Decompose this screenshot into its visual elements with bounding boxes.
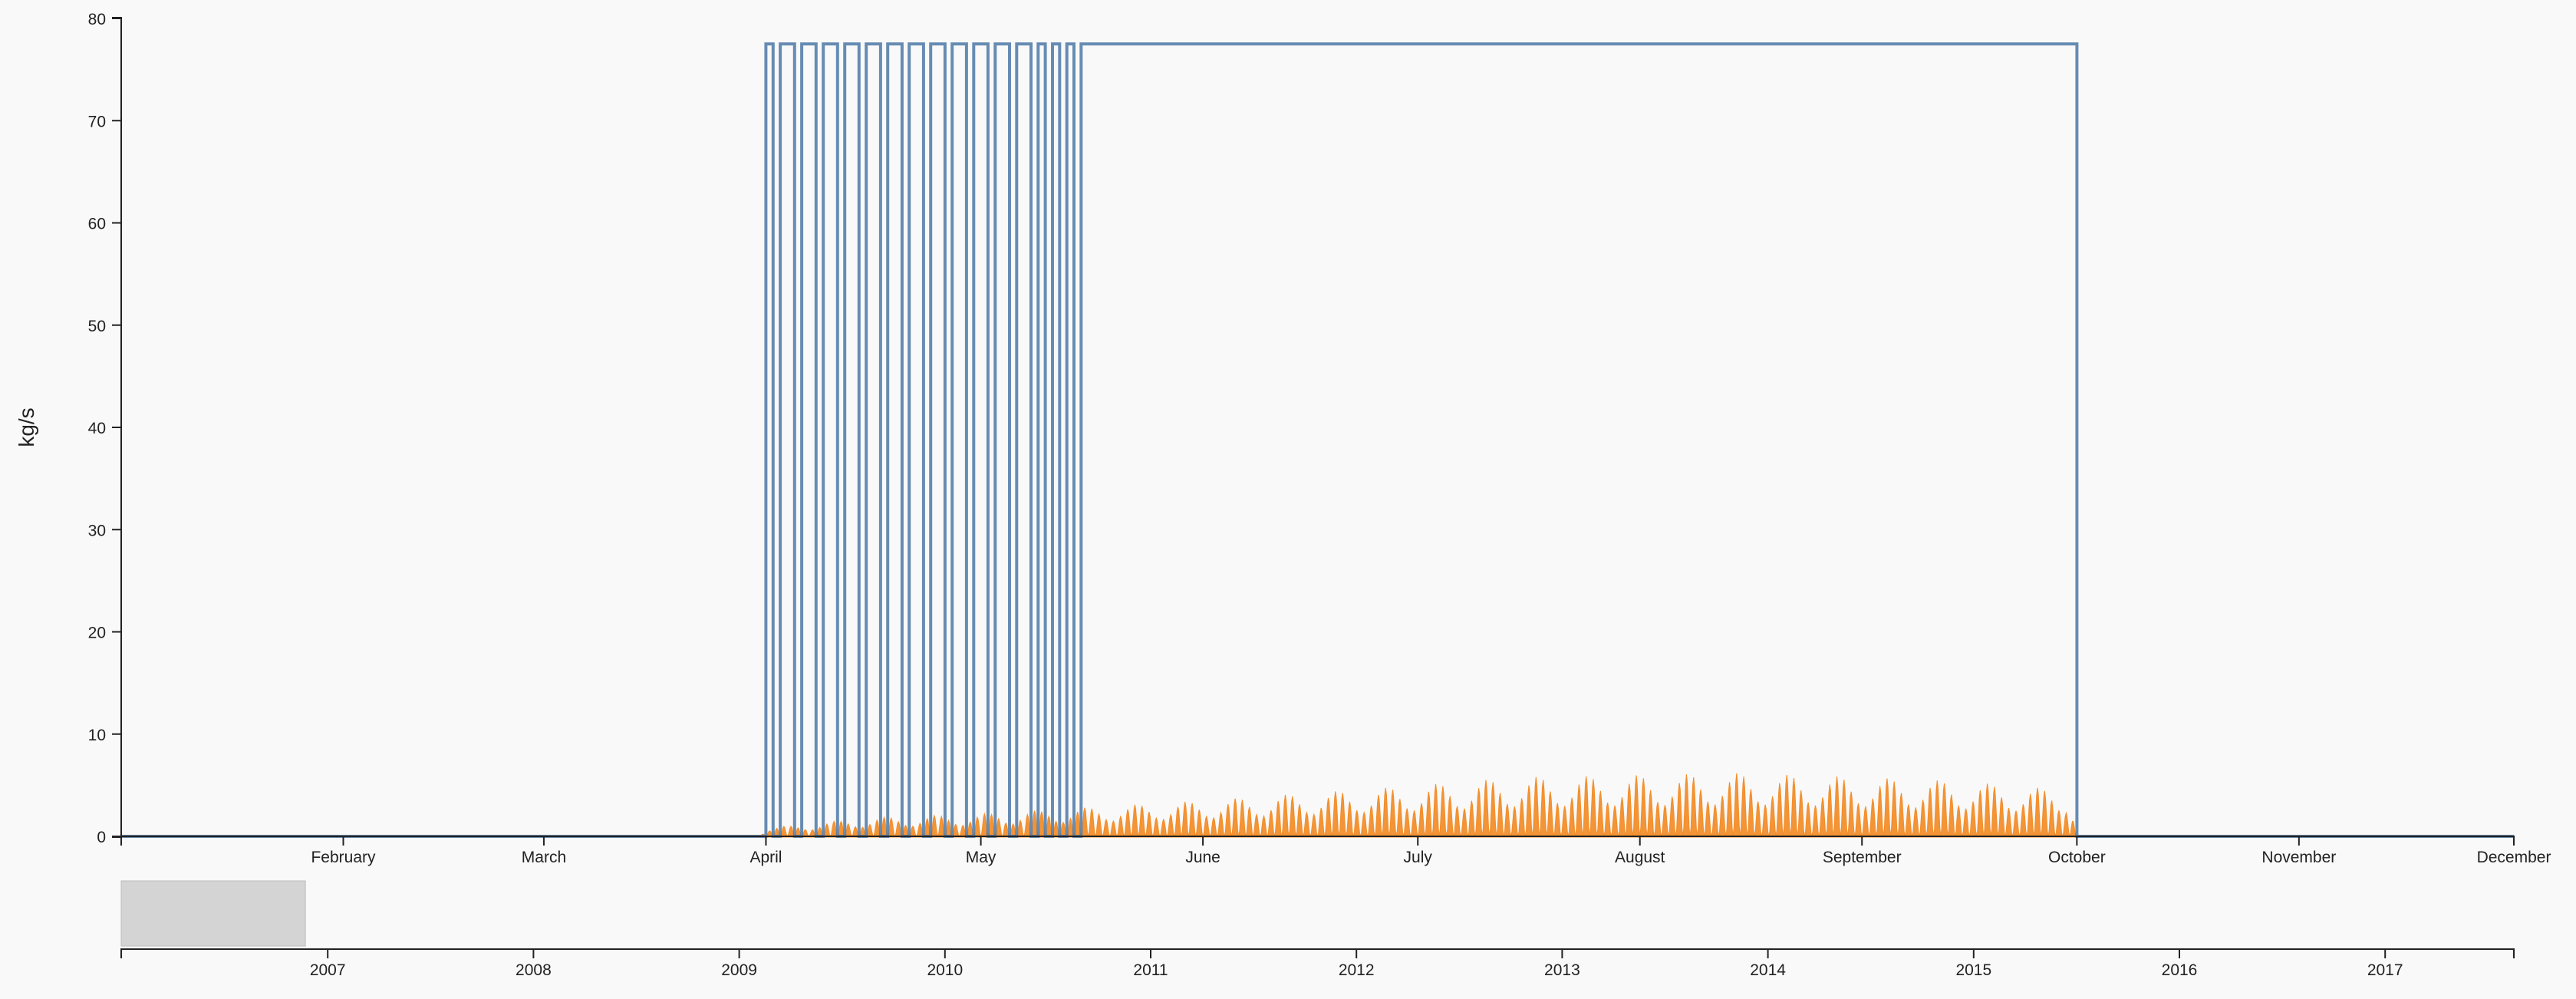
x-tick-label: December	[2477, 849, 2551, 866]
brush-selection[interactable]	[120, 880, 306, 947]
y-tick-label: 20	[88, 625, 106, 642]
x-tick-label: August	[1615, 849, 1665, 866]
plot-marks	[121, 42, 2514, 838]
y-axis: 0 10 20 30 40 50 60 70 80	[88, 11, 122, 846]
context-tick-label: 2010	[927, 961, 963, 979]
x-tick-label: June	[1185, 849, 1220, 866]
context-tick-label: 2017	[2367, 961, 2403, 979]
context-tick-label: 2008	[516, 961, 552, 979]
x-tick-label: May	[966, 849, 996, 866]
context-tick-label: 2011	[1133, 961, 1168, 979]
context-tick-label: 2012	[1339, 961, 1375, 979]
context-tick-label: 2016	[2162, 961, 2198, 979]
x-axis: February March April May June July August Septe…	[120, 836, 2551, 866]
context-x-axis: 2007 2008 2009 2010 2011 2012 2013 2014 2015 2016…	[120, 948, 2515, 979]
y-tick-label: 10	[88, 727, 106, 744]
series-orange-area	[121, 773, 2514, 838]
series-blue-line	[121, 42, 2514, 838]
x-tick-label: September	[1823, 849, 1902, 866]
main-chart: 0 10 20 30 40 50 60 70 80 February March April May J…	[15, 11, 2551, 866]
context-tick-label: 2007	[310, 961, 346, 979]
x-tick-label: April	[749, 849, 782, 866]
y-tick-label: 80	[88, 11, 106, 28]
y-tick-label: 50	[88, 318, 106, 335]
y-tick-label: 40	[88, 420, 106, 437]
context-tick-label: 2009	[721, 961, 757, 979]
y-tick-label: 60	[88, 216, 106, 233]
x-tick-label: July	[1404, 849, 1433, 866]
x-tick-label: March	[522, 849, 566, 866]
x-tick-label: October	[2048, 849, 2106, 866]
context-tick-label: 2015	[1955, 961, 1991, 979]
y-tick-label: 30	[88, 522, 106, 539]
y-axis-label: kg/s	[15, 407, 38, 447]
x-tick-label: November	[2261, 849, 2336, 866]
context-axis-line	[120, 948, 2515, 958]
y-tick-label: 70	[88, 113, 106, 130]
context-tick-label: 2014	[1750, 961, 1786, 979]
context-chart: 2007 2008 2009 2010 2011 2012 2013 2014 2015 2016…	[120, 880, 2515, 979]
y-tick-label: 0	[97, 829, 106, 846]
x-tick-label: February	[311, 849, 376, 866]
context-tick-label: 2013	[1544, 961, 1580, 979]
